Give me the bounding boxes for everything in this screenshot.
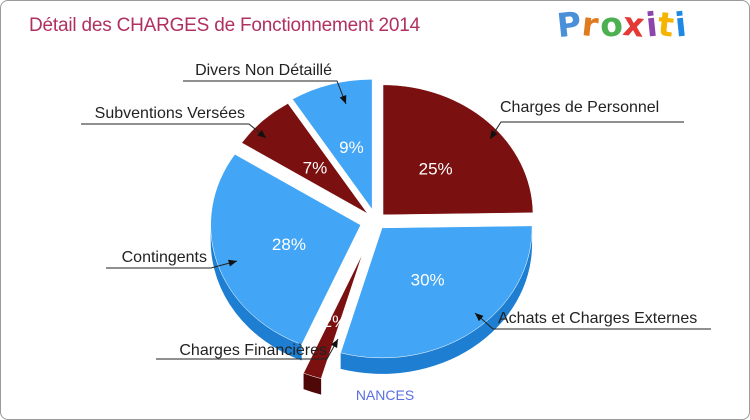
callout-line xyxy=(106,260,238,269)
slice-percent-label: 9% xyxy=(339,138,364,157)
pie-slice[interactable] xyxy=(340,225,533,359)
callout-arrow xyxy=(339,95,347,104)
pie-slice[interactable] xyxy=(303,253,363,379)
callout-line xyxy=(81,123,267,139)
callout-arrow xyxy=(257,130,266,138)
pie-slice-side xyxy=(210,225,302,361)
pie-slice[interactable] xyxy=(210,153,362,345)
callout-arrow xyxy=(490,130,498,139)
slice-percent-label: 25% xyxy=(419,160,453,179)
slice-percent-label: 7% xyxy=(303,158,328,177)
chart-title: Détail des CHARGES de Fonctionnement 201… xyxy=(29,15,421,36)
slice-name-label: Subventions Versées xyxy=(95,105,245,122)
slice-percent-label: 30% xyxy=(411,271,445,290)
callout-arrow xyxy=(228,259,237,267)
pie-slice-side xyxy=(340,227,533,374)
pie-slice[interactable] xyxy=(241,103,368,214)
slice-name-label: Achats et Charges Externes xyxy=(498,310,697,327)
slice-name-label: Divers Non Détaillé xyxy=(195,62,332,79)
slice-name-label: Contingents xyxy=(122,249,207,266)
slice-percent-label: 28% xyxy=(272,235,306,254)
callout-arrow xyxy=(330,339,338,348)
chart-subtitle: NANCES xyxy=(355,387,415,403)
callout-arrow xyxy=(475,313,484,322)
pie-slice[interactable] xyxy=(382,84,534,216)
pie-slice-side xyxy=(303,373,322,395)
pie-slice[interactable] xyxy=(292,79,373,211)
slice-name-label: Charges de Personnel xyxy=(500,99,659,116)
slice-name-label: Charges Financières xyxy=(179,342,327,359)
callout-line xyxy=(489,121,684,140)
slice-percent-label: 2% xyxy=(323,312,348,331)
